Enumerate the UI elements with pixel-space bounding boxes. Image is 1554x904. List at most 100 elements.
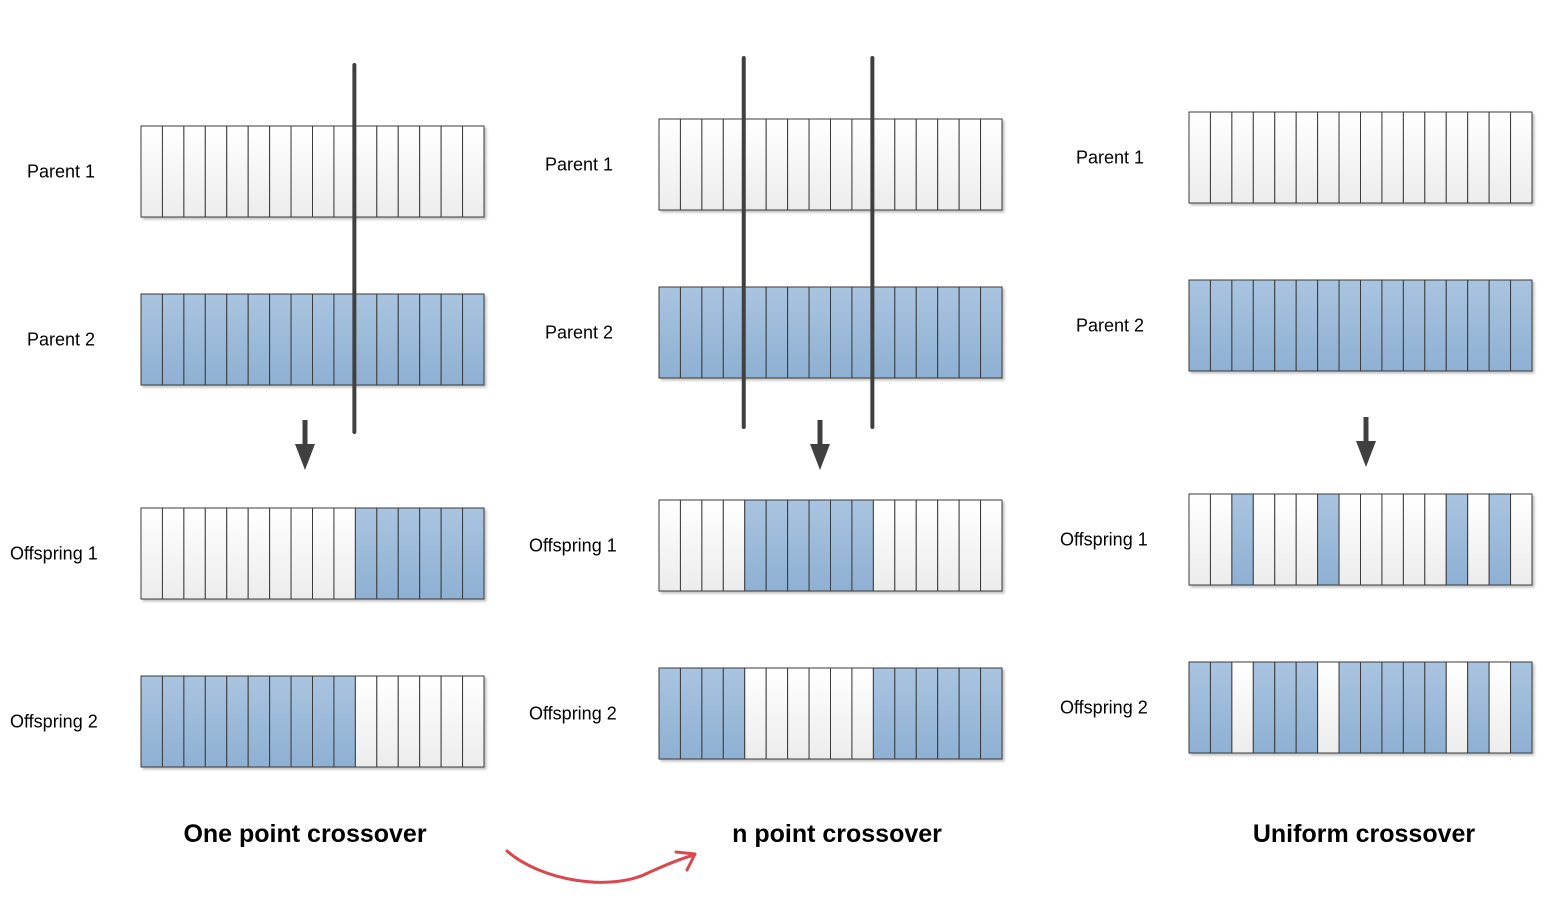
gene-cell-blue	[1424, 661, 1447, 754]
gene-cell-white	[765, 667, 789, 760]
gene-cell-blue	[1188, 661, 1211, 754]
parent2-label: Parent 2	[1076, 316, 1144, 336]
gene-cell-blue	[915, 286, 939, 379]
offspring1-label: Offspring 1	[529, 536, 617, 556]
gene-cell-blue	[269, 293, 292, 386]
gene-cell-blue	[462, 293, 485, 386]
gene-cell-blue	[376, 293, 399, 386]
gene-cell-white	[247, 507, 271, 600]
gene-cell-blue	[679, 667, 703, 760]
gene-cell-white	[1209, 493, 1233, 586]
gene-cell-white	[765, 118, 789, 211]
gene-cell-blue	[1274, 279, 1297, 372]
gene-cell-blue	[1445, 279, 1469, 372]
gene-cell-white	[1188, 111, 1211, 204]
gene-cell-blue	[658, 286, 681, 379]
gene-cell-blue	[247, 293, 271, 386]
gene-cell-blue	[1467, 661, 1490, 754]
gene-cell-blue	[1488, 493, 1512, 586]
gene-cell-blue	[1338, 661, 1362, 754]
gene-cell-white	[1488, 111, 1512, 204]
gene-cell-blue	[915, 667, 939, 760]
gene-cell-white	[872, 499, 896, 592]
gene-cell-white	[397, 675, 421, 768]
gene-cell-blue	[872, 286, 896, 379]
gene-cell-blue	[312, 675, 335, 768]
gene-cell-white	[1381, 493, 1404, 586]
gene-cell-white	[1381, 111, 1404, 204]
gene-cell-white	[1274, 493, 1297, 586]
gene-cell-white	[851, 118, 874, 211]
gene-cell-white	[744, 118, 767, 211]
gene-cell-blue	[419, 293, 442, 386]
gene-cell-white	[269, 507, 292, 600]
gene-cell-blue	[1231, 493, 1254, 586]
down-arrow-head-icon	[810, 444, 830, 470]
gene-cell-blue	[958, 286, 982, 379]
gene-cell-white	[679, 118, 703, 211]
gene-cell-blue	[980, 286, 1003, 379]
gene-cell-blue	[290, 293, 313, 386]
gene-cell-blue	[1274, 661, 1297, 754]
gene-cell-white	[1188, 493, 1211, 586]
gene-cell-white	[376, 675, 399, 768]
gene-cell-white	[980, 499, 1003, 592]
gene-cell-white	[247, 125, 271, 218]
gene-cell-white	[204, 507, 228, 600]
down-arrow-head-icon	[295, 444, 315, 470]
gene-cell-white	[226, 507, 249, 600]
gene-cell-white	[1231, 661, 1254, 754]
gene-cell-white	[1360, 111, 1383, 204]
offspring2-chromosome	[140, 675, 485, 768]
parent1-label: Parent 1	[1076, 148, 1144, 168]
gene-cell-blue	[333, 675, 356, 768]
gene-cell-white	[1252, 111, 1276, 204]
gene-cell-white	[1445, 661, 1469, 754]
gene-cell-blue	[226, 675, 249, 768]
gene-cell-blue	[161, 293, 185, 386]
panel-title: One point crossover	[183, 820, 426, 848]
offspring2-label: Offspring 2	[10, 712, 98, 732]
gene-cell-blue	[744, 286, 767, 379]
gene-cell-blue	[808, 499, 831, 592]
offspring2-label: Offspring 2	[529, 704, 617, 724]
gene-cell-white	[830, 667, 853, 760]
gene-cell-white	[183, 507, 206, 600]
gene-cell-white	[419, 125, 442, 218]
gene-cell-blue	[937, 286, 960, 379]
gene-cell-blue	[722, 667, 746, 760]
gene-cell-blue	[419, 507, 442, 600]
gene-cell-blue	[1488, 279, 1512, 372]
gene-cell-blue	[701, 667, 724, 760]
gene-cell-white	[397, 125, 421, 218]
gene-cell-blue	[808, 286, 831, 379]
gene-cell-white	[1445, 111, 1469, 204]
gene-cell-white	[787, 118, 810, 211]
crossover-panel-1: Parent 1 Parent 2 Offspring 1 Offspring 2 On…	[10, 63, 485, 848]
gene-cell-white	[140, 125, 163, 218]
gene-cell-blue	[1231, 279, 1254, 372]
gene-cell-white	[1338, 111, 1362, 204]
gene-cell-blue	[183, 675, 206, 768]
red-arrowhead-icon	[674, 850, 697, 872]
gene-cell-white	[1252, 493, 1276, 586]
gene-cell-blue	[312, 293, 335, 386]
gene-cell-blue	[765, 286, 789, 379]
gene-cell-white	[872, 118, 896, 211]
gene-cell-blue	[958, 667, 982, 760]
gene-cell-blue	[722, 286, 746, 379]
gene-cell-blue	[226, 293, 249, 386]
parent2-label: Parent 2	[545, 323, 613, 343]
gene-cell-blue	[830, 286, 853, 379]
gene-cell-white	[1317, 661, 1340, 754]
gene-cell-white	[1295, 111, 1319, 204]
gene-cell-white	[958, 499, 982, 592]
gene-cell-white	[1467, 111, 1490, 204]
gene-cell-blue	[1209, 279, 1233, 372]
gene-cell-white	[333, 125, 356, 218]
gene-cell-white	[1295, 493, 1319, 586]
gene-cell-white	[1424, 493, 1447, 586]
gene-cell-blue	[376, 507, 399, 600]
gene-cell-blue	[1381, 279, 1404, 372]
